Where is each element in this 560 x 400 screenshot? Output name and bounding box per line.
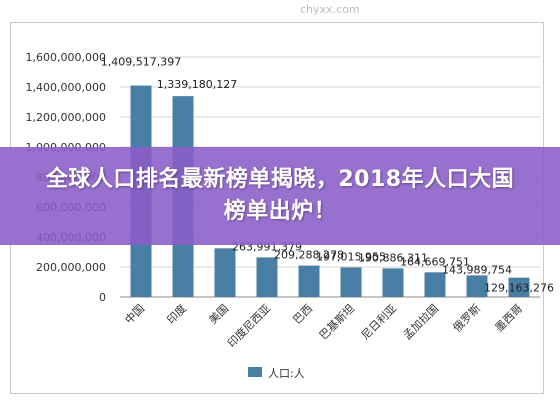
data-label: 164,669,751	[400, 255, 470, 268]
y-tick-label: 1,600,000,000	[26, 51, 106, 64]
x-tick-label: 印度尼西亚	[224, 301, 273, 350]
x-tick-label: 孟加拉国	[400, 301, 441, 342]
data-label: 1,409,517,397	[101, 56, 181, 69]
data-label: 190,886,311	[358, 251, 428, 264]
x-tick-label: 墨西哥	[493, 302, 526, 335]
bar	[340, 267, 362, 297]
bar	[424, 272, 446, 297]
data-label: 143,989,754	[442, 263, 512, 276]
data-label: 209,288,278	[274, 249, 344, 262]
x-tick-label: 尼日利亚	[359, 302, 399, 342]
x-tick-label: 巴西	[290, 302, 315, 327]
y-tick-label: 200,000,000	[36, 261, 106, 274]
x-tick-label: 巴基斯坦	[316, 301, 357, 342]
headline-text: 全球人口排名最新榜单揭晓，2018年人口大国榜单出炉！	[45, 167, 515, 224]
legend-label: 人口:人	[268, 367, 305, 380]
y-tick-label: 1,400,000,000	[26, 81, 106, 94]
x-tick-label: 美国	[206, 302, 231, 327]
data-label: 129,163,276	[484, 282, 554, 295]
x-tick-label: 印度	[164, 301, 189, 326]
bar	[466, 275, 488, 297]
bar	[382, 268, 404, 297]
bar	[298, 265, 320, 297]
bar	[256, 257, 278, 297]
bar	[214, 248, 236, 297]
data-label: 197,015,955	[316, 250, 386, 263]
x-tick-label: 中国	[122, 302, 147, 327]
y-tick-label: 0	[99, 291, 106, 304]
data-label: 1,339,180,127	[157, 78, 237, 91]
x-tick-label: 俄罗斯	[451, 302, 484, 335]
watermark: chyxx.com	[300, 3, 360, 16]
bar	[508, 277, 530, 297]
y-tick-label: 1,200,000,000	[26, 111, 106, 124]
headline-banner: 全球人口排名最新榜单揭晓，2018年人口大国榜单出炉！	[0, 147, 560, 245]
legend-swatch	[248, 367, 262, 377]
